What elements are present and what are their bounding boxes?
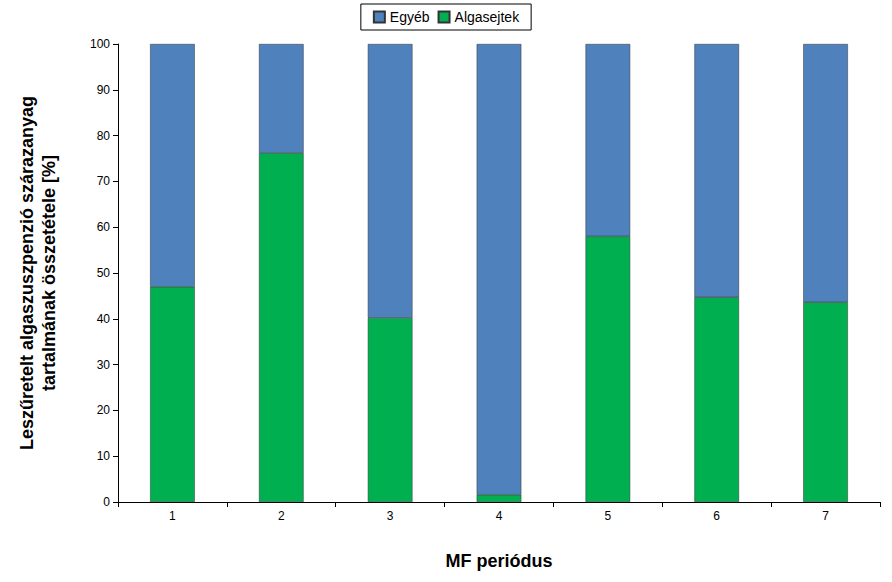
svg-text:6: 6 bbox=[713, 509, 720, 523]
svg-text:MF periódus: MF periódus bbox=[446, 551, 553, 571]
svg-text:5: 5 bbox=[605, 509, 612, 523]
svg-text:80: 80 bbox=[97, 129, 111, 143]
svg-text:100: 100 bbox=[90, 37, 110, 51]
svg-text:Egyéb: Egyéb bbox=[390, 9, 430, 25]
svg-text:50: 50 bbox=[97, 266, 111, 280]
svg-text:0: 0 bbox=[103, 495, 110, 509]
svg-text:4: 4 bbox=[496, 509, 503, 523]
svg-text:Leszűretelt algaszuszpenzió sz: Leszűretelt algaszuszpenzió szárazanyag bbox=[17, 96, 37, 450]
svg-text:Algasejtek: Algasejtek bbox=[455, 9, 521, 25]
svg-text:60: 60 bbox=[97, 220, 111, 234]
svg-text:70: 70 bbox=[97, 174, 111, 188]
svg-text:10: 10 bbox=[97, 449, 111, 463]
svg-text:1: 1 bbox=[169, 509, 176, 523]
svg-text:tartalmának összetétele [%]: tartalmának összetétele [%] bbox=[39, 155, 59, 391]
svg-text:7: 7 bbox=[822, 509, 829, 523]
svg-text:40: 40 bbox=[97, 312, 111, 326]
svg-text:30: 30 bbox=[97, 358, 111, 372]
svg-text:3: 3 bbox=[387, 509, 394, 523]
svg-text:2: 2 bbox=[278, 509, 285, 523]
svg-text:20: 20 bbox=[97, 403, 111, 417]
svg-text:90: 90 bbox=[97, 83, 111, 97]
